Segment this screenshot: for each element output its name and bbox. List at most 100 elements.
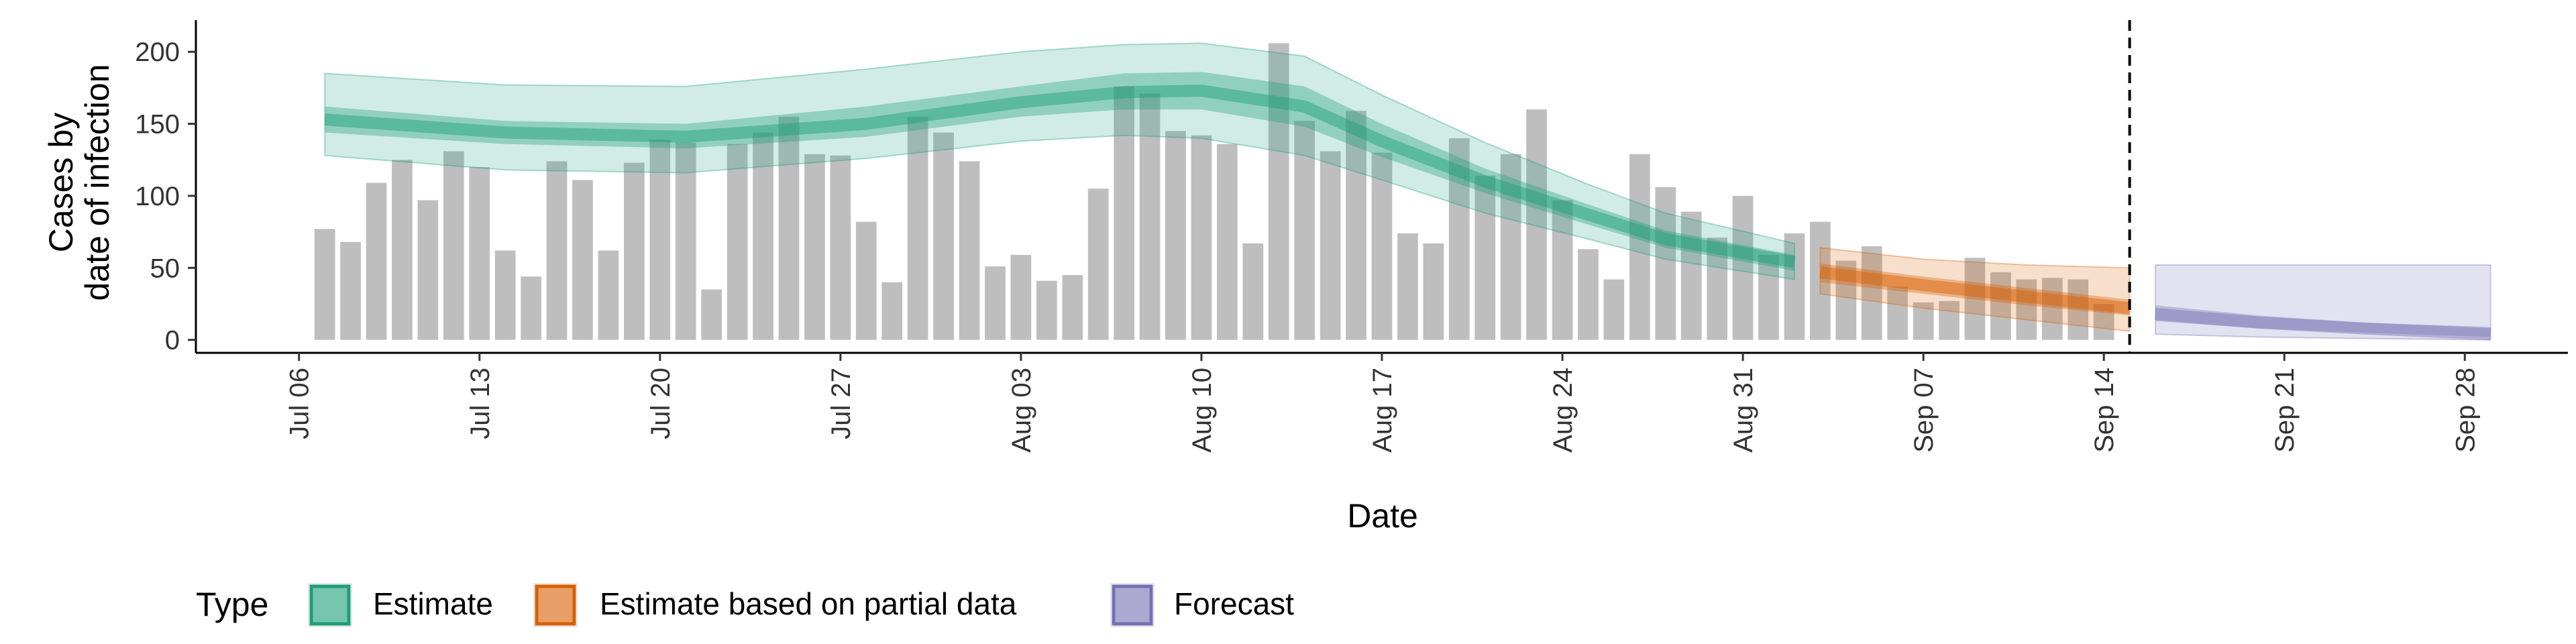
x-tick-label: Jul 20: [646, 368, 676, 439]
case-bar: [778, 116, 800, 340]
legend-swatch-partial: [535, 584, 576, 626]
y-axis-title-line-1: Cases by: [42, 113, 80, 252]
case-bar: [314, 229, 335, 340]
case-bar: [1371, 152, 1393, 340]
case-bar: [1887, 286, 1908, 340]
case-bar: [1448, 138, 1470, 340]
case-bar: [675, 142, 696, 340]
legend-label-forecast: Forecast: [1174, 586, 1294, 621]
case-bar: [1217, 144, 1238, 340]
case-bar: [392, 160, 413, 340]
case-bar: [1010, 255, 1032, 340]
case-bar: [1526, 109, 1547, 340]
case-bar: [1552, 200, 1573, 340]
case-bar: [572, 180, 593, 340]
legend-item-partial: Estimate based on partial data: [533, 583, 1017, 627]
case-bar: [881, 282, 903, 340]
case-bar: [1603, 279, 1625, 340]
case-bar: [1268, 43, 1289, 340]
case-bar: [1784, 233, 1805, 340]
case-bar: [1165, 131, 1186, 340]
y-tick-label: 100: [135, 182, 180, 211]
legend-title: Type: [196, 586, 268, 623]
case-bar: [1087, 189, 1109, 340]
ribbon-90-forecast: [2155, 264, 2491, 341]
case-bar: [494, 250, 516, 340]
ribbon-50-estimate: [325, 72, 1795, 271]
case-bar: [804, 154, 825, 340]
y-axis-title-line-2: date of infection: [78, 64, 116, 301]
y-axis-title: Cases by date of infection: [42, 64, 116, 301]
case-bar: [598, 250, 619, 340]
legend-swatch-estimate: [309, 584, 351, 626]
case-bar: [1964, 258, 1986, 340]
case-bar: [1191, 135, 1212, 340]
case-bar: [1732, 196, 1754, 340]
x-tick-label: Aug 17: [1368, 368, 1397, 453]
case-bar: [1294, 121, 1315, 340]
x-tick-label: Aug 31: [1729, 368, 1758, 453]
case-bar: [1810, 221, 1831, 340]
case-bar: [1913, 302, 1934, 340]
y-tick-label: 200: [135, 38, 180, 67]
case-bar: [366, 182, 387, 340]
case-bar: [1990, 272, 2011, 340]
case-bar: [1500, 154, 1521, 340]
case-bar: [2093, 304, 2114, 340]
case-bar: [1062, 275, 1083, 340]
x-tick-label: Sep 14: [2090, 368, 2119, 453]
ribbon-50-forecast: [2155, 305, 2491, 337]
case-bar: [2041, 278, 2063, 340]
case-bar: [1397, 233, 1418, 340]
case-bar: [2068, 279, 2089, 340]
case-bar: [985, 266, 1006, 340]
x-tick-label: Jul 27: [826, 368, 856, 439]
case-bar: [1655, 187, 1676, 340]
case-bar: [469, 167, 490, 340]
case-bar: [443, 151, 464, 340]
median-band-estimate-based-on-partial-data: [1819, 266, 2131, 315]
case-bar: [2016, 279, 2037, 340]
legend-label-estimate: Estimate: [373, 586, 493, 621]
y-axis-ticks: 0 50 100 150 200: [135, 38, 196, 356]
case-bar: [1320, 151, 1341, 340]
case-bar: [1861, 246, 1882, 340]
ribbons-layer: [324, 42, 2491, 341]
case-bar: [340, 241, 361, 340]
case-bar: [959, 161, 980, 340]
case-bar: [933, 132, 954, 340]
y-tick-label: 50: [150, 254, 180, 283]
x-tick-label: Sep 07: [1909, 368, 1939, 453]
median-band-estimate: [324, 85, 1796, 268]
ribbon-50-estimate-based-on-partial-data: [1820, 263, 2130, 316]
ribbon-90-estimate-based-on-partial-data: [1819, 247, 2131, 332]
x-tick-label: Aug 10: [1187, 368, 1217, 453]
case-bar: [1707, 237, 1727, 340]
case-bar: [1423, 243, 1444, 340]
ribbon-90-estimate: [324, 42, 1795, 280]
x-tick-label: Sep 28: [2451, 368, 2480, 453]
legend-swatch-forecast: [1112, 584, 1153, 626]
x-tick-label: Aug 24: [1548, 368, 1578, 453]
y-tick-label: 0: [165, 326, 180, 356]
case-bar: [1835, 260, 1857, 340]
legend-item-forecast: Forecast: [1110, 583, 1294, 627]
case-bar: [1758, 255, 1779, 340]
case-bar: [727, 144, 748, 340]
case-bar: [649, 140, 671, 340]
case-bar: [1578, 249, 1599, 340]
case-bar: [1629, 154, 1650, 340]
case-bar: [855, 221, 877, 340]
legend: Type Estimate Estimate based on partial …: [196, 583, 1294, 627]
case-bar: [624, 162, 645, 340]
bars-layer: [314, 43, 2114, 340]
x-tick-label: Jul 06: [285, 368, 315, 439]
case-bar: [753, 132, 773, 340]
case-bar: [521, 276, 541, 340]
case-bar: [907, 116, 928, 340]
x-axis-title: Date: [1347, 497, 1418, 535]
case-bar: [1939, 301, 1960, 340]
case-bar: [1346, 111, 1366, 340]
x-axis-ticks: Jul 06 Jul 13 Jul 20 Jul 27 Aug 03 Aug 10 Aug …: [285, 353, 2480, 453]
